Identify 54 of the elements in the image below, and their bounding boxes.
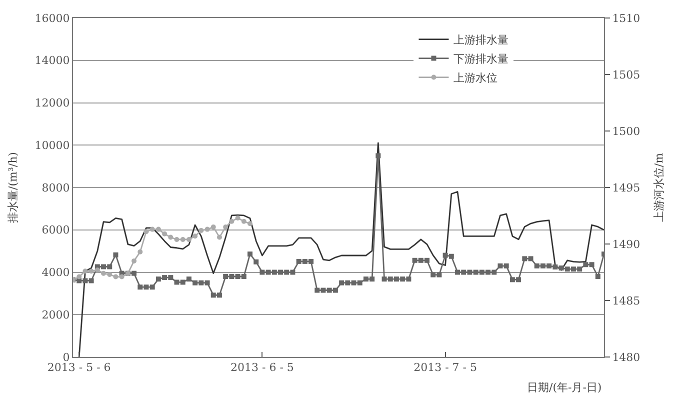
point — [132, 258, 137, 264]
point — [150, 226, 155, 232]
point — [94, 267, 100, 272]
y-tick-label: 10000 — [34, 138, 70, 152]
y2-tick-label: 1510 — [612, 12, 640, 25]
y2-axis-title: 上游河水位/m — [652, 152, 666, 222]
point — [156, 226, 161, 232]
x-tick-label: 2013 - 7 - 5 — [414, 361, 478, 374]
point — [229, 218, 234, 224]
y2-tick-label: 1490 — [612, 238, 640, 251]
y2-tick-label: 1500 — [612, 124, 640, 138]
legend-label: 上游水位 — [454, 72, 498, 85]
point — [168, 234, 174, 240]
point — [186, 236, 192, 242]
point — [204, 226, 210, 232]
y-tick-label: 12000 — [34, 96, 70, 110]
point — [192, 234, 198, 239]
point — [88, 268, 94, 274]
y2-tick-label: 1485 — [612, 294, 640, 308]
y-axis-title: 排水量/(m³/h) — [6, 152, 20, 223]
point — [76, 274, 82, 280]
y-tick-label: 6000 — [42, 224, 70, 237]
y2-tick-label: 1480 — [612, 350, 640, 364]
line-series — [78, 142, 604, 357]
point — [138, 249, 143, 254]
y-tick-label: 0 — [62, 350, 70, 364]
point — [144, 229, 149, 234]
y-tick-label: 2000 — [42, 308, 70, 322]
x-axis-title: 日期/(年-月-日) — [527, 381, 602, 394]
point — [235, 216, 240, 221]
y-tick-label: 4000 — [42, 266, 70, 280]
point — [198, 228, 204, 233]
point — [216, 234, 222, 240]
y2-tick-label: 1495 — [612, 181, 640, 194]
point — [223, 224, 228, 230]
x-tick-label: 2013 - 6 - 5 — [230, 361, 294, 374]
point — [210, 224, 216, 230]
y-tick-label: 16000 — [34, 12, 70, 25]
point — [248, 221, 252, 226]
legend-label: 上游排水量 — [454, 34, 509, 47]
point — [107, 272, 112, 278]
point — [101, 270, 106, 276]
point — [180, 236, 186, 242]
y-tick-label: 8000 — [42, 181, 70, 194]
y2-tick-label: 1505 — [612, 68, 640, 82]
point — [82, 268, 88, 274]
point — [119, 274, 124, 280]
point — [174, 236, 180, 242]
point — [162, 231, 168, 236]
y-tick-label: 14000 — [34, 54, 70, 68]
point — [241, 218, 246, 224]
x-tick-label: 2013 - 5 - 6 — [47, 361, 111, 374]
legend-label: 下游排水量 — [454, 52, 509, 66]
point — [113, 274, 118, 280]
